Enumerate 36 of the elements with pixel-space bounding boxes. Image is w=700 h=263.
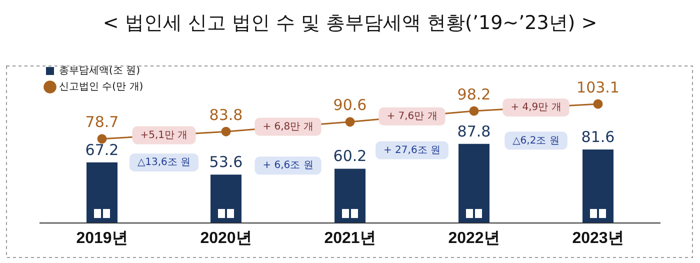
point (469, 106, 479, 116)
x-tick-label: 2022년 (448, 230, 500, 247)
annotation: + 27,6조 원 (383, 144, 441, 156)
point (97, 134, 107, 144)
data-label: 53.6 (209, 153, 243, 172)
data-label: 67.2 (85, 140, 119, 159)
data-label: 81.6 (581, 128, 615, 146)
annotation: +5,1만 개 (140, 130, 188, 141)
chart-title: < 법인세 신고 법인 수 및 총부담세액 현황(’19~’23년) > (102, 11, 598, 36)
annotation: + 4,9만 개 (510, 102, 562, 114)
bar (458, 144, 490, 223)
point (221, 126, 231, 136)
point (593, 99, 603, 109)
legend-label: 총부담세액(조 원) (59, 66, 140, 77)
data-label: 60.2 (333, 147, 367, 166)
annotation: + 7,6만 개 (386, 111, 438, 122)
point (345, 117, 355, 127)
data-label: 98.2 (457, 85, 491, 104)
x-tick-label: 2020년 (200, 230, 252, 247)
bar (582, 149, 614, 223)
annotation: △13,6조 원 (137, 157, 191, 168)
annotation: + 6,6조 원 (262, 160, 314, 172)
x-tick-label: 2021년 (324, 230, 376, 247)
bar (86, 162, 118, 223)
x-tick-label: 2023년 (572, 230, 624, 247)
annotation: + 6,8만 개 (262, 121, 314, 132)
data-label: 83.8 (209, 106, 243, 124)
data-label: 90.6 (333, 96, 367, 114)
data-label: 103.1 (576, 78, 620, 96)
data-label: 78.7 (85, 113, 119, 132)
data-label: 87.8 (457, 122, 491, 140)
annotation: △6,2조 원 (512, 135, 560, 146)
legend-label: 신고법인 수(만 개) (59, 82, 144, 93)
bar (334, 168, 366, 223)
bar (210, 174, 242, 223)
x-tick-label: 2019년 (76, 230, 128, 247)
